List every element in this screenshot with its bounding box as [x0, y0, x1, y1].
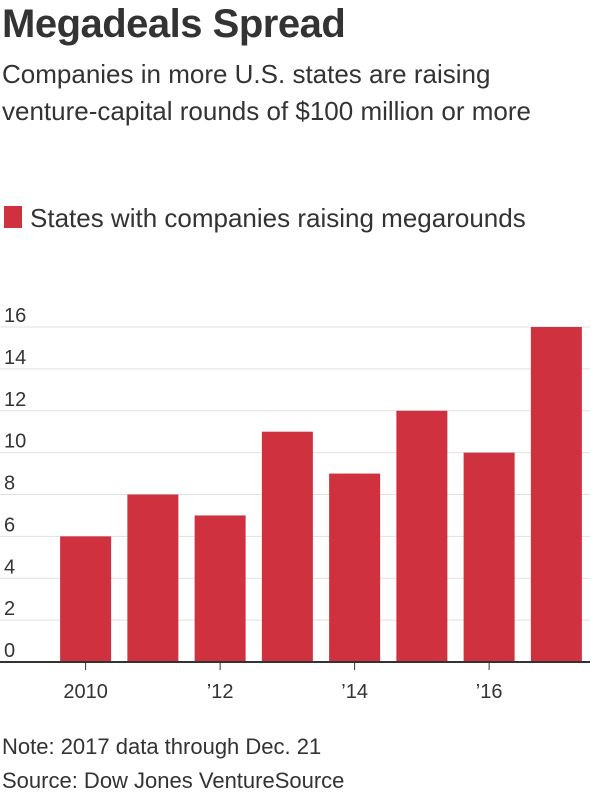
bar-2010: [60, 536, 112, 662]
y-tick-label: 2: [4, 598, 15, 620]
y-tick-label: 6: [4, 514, 15, 536]
x-tick-label: ’14: [341, 681, 368, 703]
y-tick-label: 14: [4, 347, 26, 369]
legend-label: States with companies raising megarounds: [30, 203, 526, 233]
chart-subtitle: Companies in more U.S. states are raisin…: [2, 59, 531, 126]
bar-2011: [127, 494, 179, 662]
bar-2016: [463, 452, 515, 662]
x-tick-label: ’12: [207, 681, 234, 703]
bar-2015: [396, 410, 448, 662]
bar-2017: [530, 327, 582, 662]
y-tick-label: 8: [4, 473, 15, 495]
y-tick-label: 12: [4, 389, 26, 411]
x-tick-label: 2010: [63, 681, 108, 703]
footnote: Note: 2017 data through Dec. 21: [2, 734, 322, 759]
bar-chart: 0 2 4 6 8 10 12 14 16 2010 ’12 ’14 ’16: [0, 305, 590, 703]
y-tick-label: 10: [4, 431, 26, 453]
y-tick-label: 16: [4, 305, 26, 327]
source-line: Source: Dow Jones VentureSource: [2, 768, 345, 793]
bar-2012: [194, 515, 246, 662]
chart-title: Megadeals Spread: [2, 2, 346, 46]
bar-2013: [261, 431, 313, 662]
y-tick-label: 4: [4, 556, 15, 578]
bar-2014: [329, 473, 381, 662]
x-tick-label: ’16: [476, 681, 503, 703]
legend-swatch: [4, 206, 22, 228]
y-tick-label: 0: [4, 640, 15, 662]
